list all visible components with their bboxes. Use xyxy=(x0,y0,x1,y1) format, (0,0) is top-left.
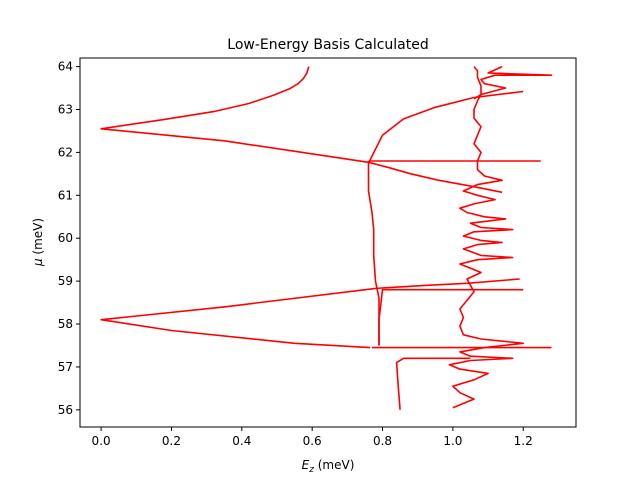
y-tick-label: 63 xyxy=(58,102,73,116)
x-tick-label: 0.4 xyxy=(232,434,251,448)
y-tick-label: 56 xyxy=(58,403,73,417)
y-axis: 56 57 58 59 60 61 62 63 64 xyxy=(58,60,80,417)
plot-frame xyxy=(79,57,577,428)
series-line-8 xyxy=(448,65,553,409)
x-tick-label: 0.6 xyxy=(303,434,322,448)
series-layer xyxy=(100,65,553,410)
x-tick-label: 1.2 xyxy=(514,434,533,448)
y-axis-label-unit: (meV) xyxy=(31,218,45,258)
series-line-4 xyxy=(100,278,520,349)
x-axis-label: Ez (meV) xyxy=(302,458,355,475)
x-axis-label-subscript: z xyxy=(308,465,314,475)
series-line-6 xyxy=(367,161,380,346)
y-axis-label: μ (meV) xyxy=(31,218,45,267)
x-tick-label: 0.2 xyxy=(162,434,181,448)
series-line-9 xyxy=(473,66,482,100)
y-tick-label: 61 xyxy=(58,188,73,202)
y-axis-label-main: μ xyxy=(31,258,45,267)
y-tick-label: 60 xyxy=(58,231,73,245)
x-tick-label: 0.8 xyxy=(373,434,392,448)
x-axis-label-unit: (meV) xyxy=(314,458,354,472)
x-tick-label: 1.0 xyxy=(443,434,462,448)
y-tick-label: 59 xyxy=(58,274,73,288)
y-tick-label: 64 xyxy=(58,60,73,74)
y-tick-label: 57 xyxy=(58,360,73,374)
series-line-7 xyxy=(367,90,524,164)
y-tick-label: 62 xyxy=(58,145,73,159)
y-tick-label: 58 xyxy=(58,317,73,331)
chart-title: Low-Energy Basis Calculated xyxy=(227,37,428,53)
x-axis: 0.0 0.2 0.4 0.6 0.8 1.0 1.2 xyxy=(92,427,533,448)
x-axis-label-main: E xyxy=(302,458,310,472)
series-line-0 xyxy=(100,66,503,194)
series-line-2 xyxy=(395,357,471,410)
x-tick-label: 0.0 xyxy=(92,434,111,448)
